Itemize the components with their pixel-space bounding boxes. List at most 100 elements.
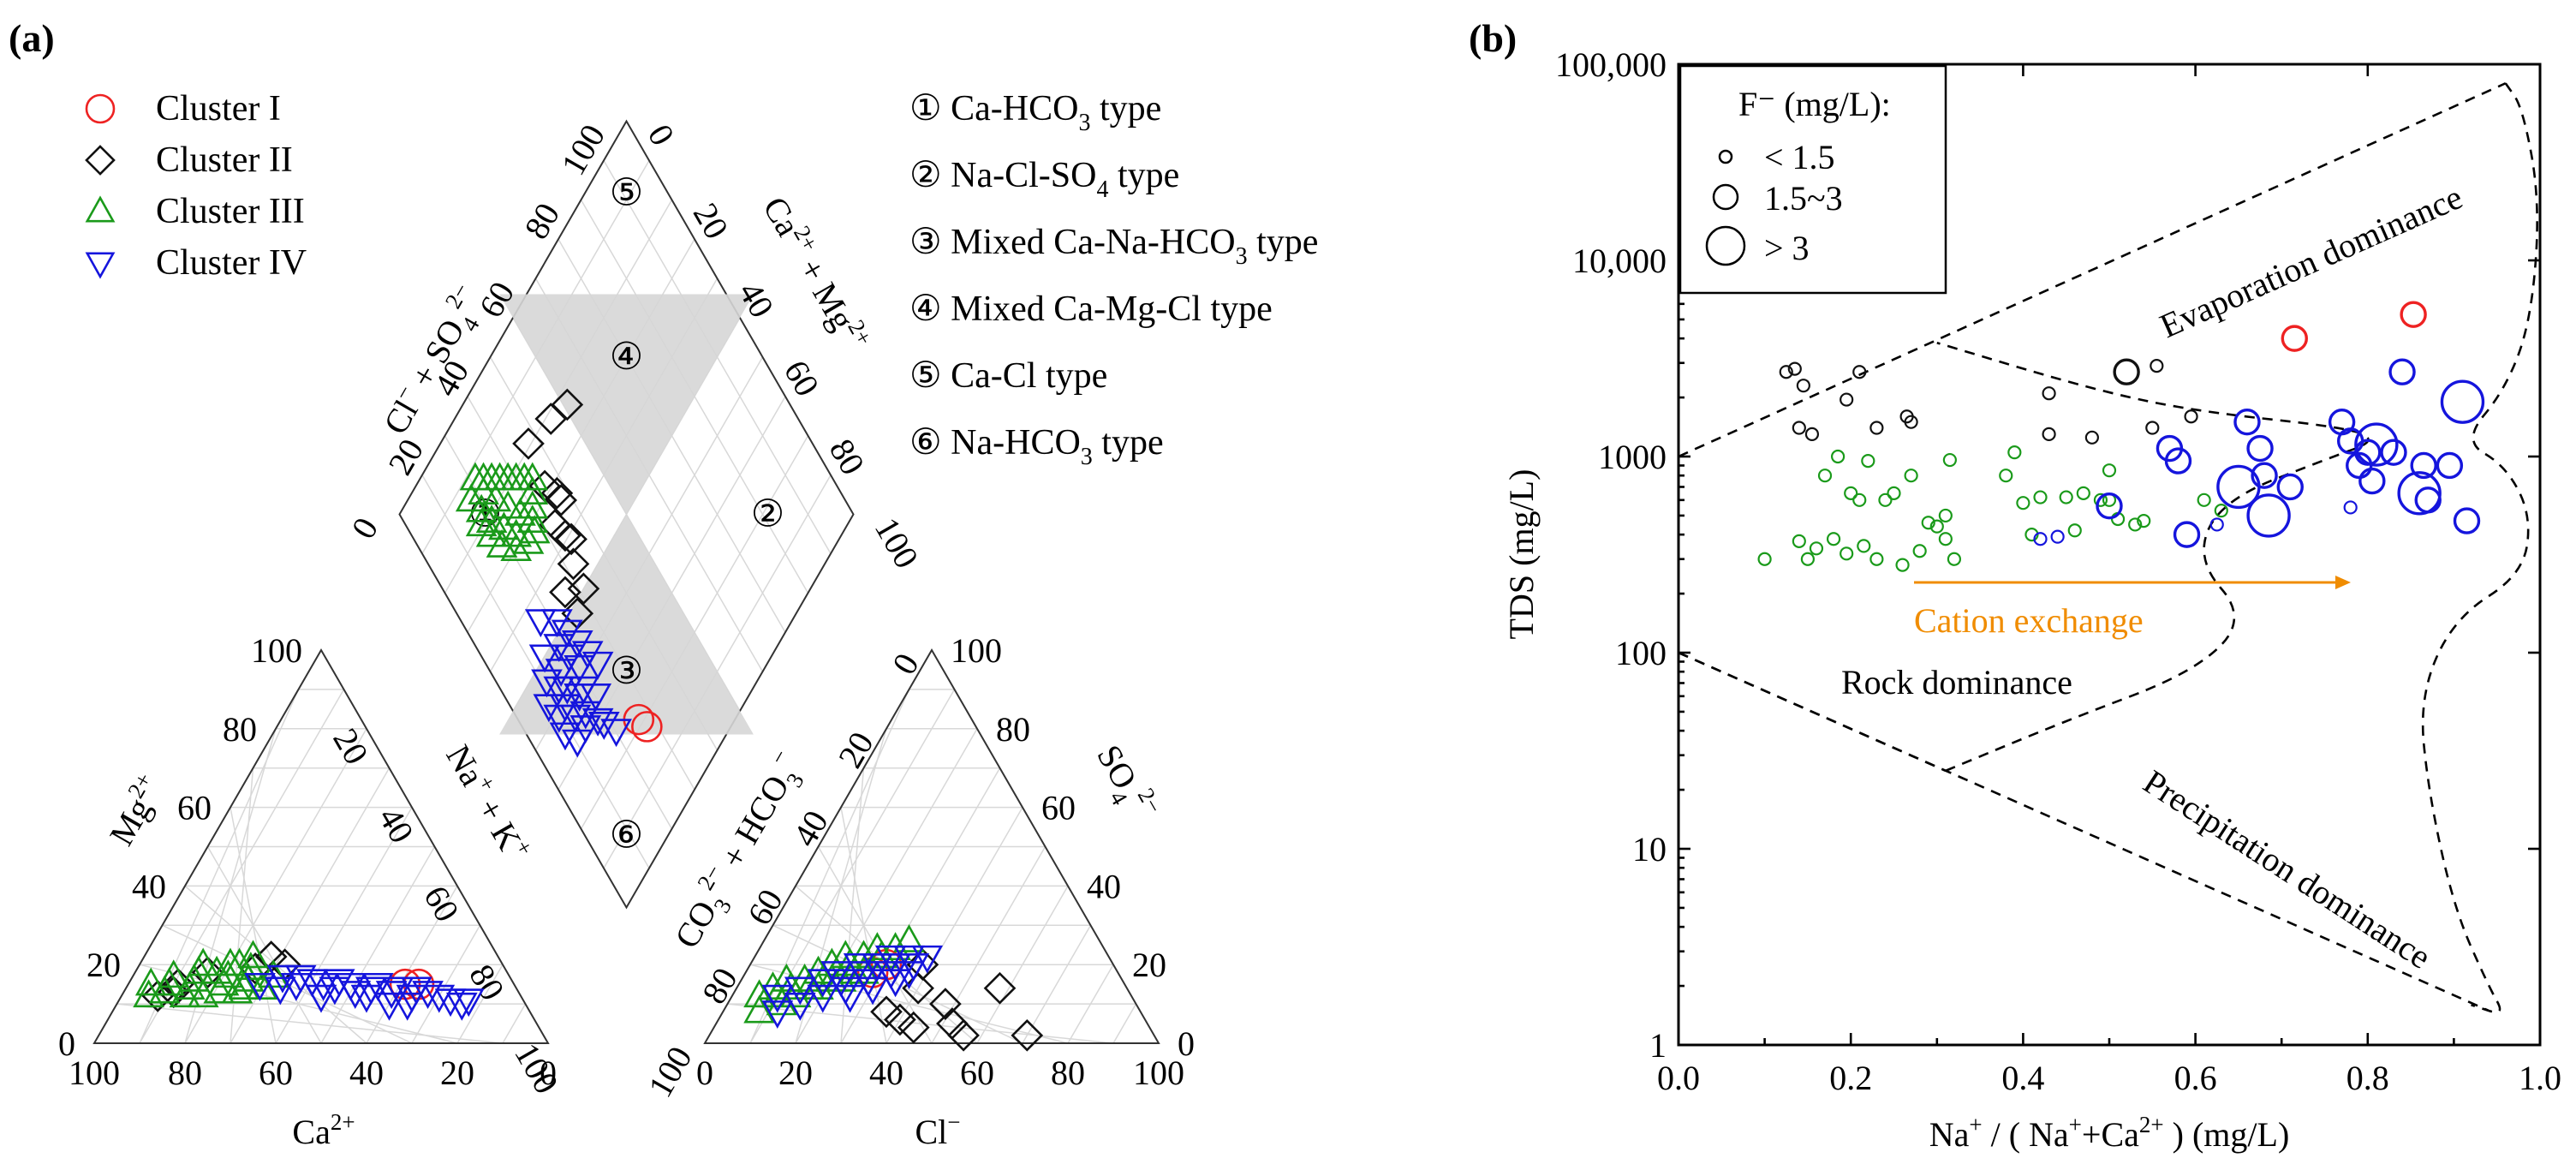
y-tick-label: 1000 — [1598, 438, 1667, 476]
y-axis-title: TDS (mg/L) — [1502, 469, 1541, 640]
water-type-item: ⑥ Na-HCO3 type — [909, 423, 1164, 470]
tick-label: 100 — [641, 1040, 700, 1103]
gibbs-point-cluster-III — [2033, 490, 2048, 504]
diamond-point-cluster-III — [504, 497, 536, 526]
diamond-point-cluster-III — [475, 504, 508, 533]
gibbs-boundary-curves — [1678, 82, 2538, 1013]
anion-point-cluster-II — [947, 1018, 980, 1052]
gibbs-point-cluster-IV — [2410, 451, 2437, 480]
gibbs-point-cluster-IV — [2050, 529, 2065, 544]
anion-point-cluster-II — [902, 971, 934, 1005]
cation-point-cluster-IV — [339, 981, 372, 1009]
panel-label-b: (b) — [1469, 16, 1517, 60]
gibbs-point-cluster-III — [1852, 492, 1867, 507]
cation-point-cluster-III — [237, 940, 269, 969]
gibbs-point-cluster-III — [1857, 539, 1871, 553]
zone-number-6: ⑥ — [610, 815, 643, 857]
diamond-point-cluster-II — [540, 476, 574, 510]
cl-axis-title: Cl− — [915, 1109, 960, 1151]
cation-point-cluster-IV — [296, 969, 328, 998]
anion-point-cluster-III — [743, 979, 775, 1008]
cation-exchange-arrow — [1914, 576, 2351, 589]
diamond-point-cluster-IV — [600, 719, 632, 748]
gibbs-point-cluster-IV — [2246, 493, 2291, 538]
cation-point-cluster-IV — [445, 992, 478, 1021]
tick-label: 100 — [69, 1054, 120, 1092]
legend-label-large: > 3 — [1764, 229, 1810, 267]
diamond-point-cluster-II — [557, 547, 590, 581]
gibbs-point-cluster-I — [2400, 301, 2427, 328]
gibbs-point-cluster-III — [1844, 486, 1858, 500]
x-tick-label: 0.4 — [2001, 1059, 2044, 1097]
gibbs-point-cluster-IV — [2033, 532, 2048, 546]
gibbs-point-cluster-III — [1800, 552, 1815, 566]
cation-point-cluster-III — [187, 979, 219, 1008]
tick-label: 60 — [740, 882, 790, 931]
diamond-point-cluster-IV — [551, 676, 583, 705]
anion-point-cluster-IV — [784, 976, 816, 1006]
gibbs-point-cluster-III — [1757, 552, 1772, 566]
diamond-point-cluster-IV — [543, 634, 575, 663]
anion-triangle-grid — [703, 648, 1160, 1044]
anion-point-cluster-IV — [911, 945, 944, 974]
gibbs-point-cluster-II — [1792, 421, 1806, 435]
gibbs-point-cluster-II — [2150, 359, 2164, 373]
cation-point-cluster-II — [141, 980, 175, 1012]
anion-point-cluster-IV — [784, 992, 816, 1021]
legend-symbol-small — [1718, 149, 1733, 164]
gibbs-point-cluster-II — [1840, 392, 1854, 407]
diamond-point-cluster-III — [468, 476, 499, 504]
diamond-point-cluster-IV — [551, 619, 583, 648]
cation-exchange-label: Cation exchange — [1914, 601, 2144, 640]
gibbs-point-cluster-II — [1804, 427, 1820, 442]
legend-item-cluster-2: Cluster II — [85, 140, 293, 180]
gibbs-point-cluster-III — [1840, 546, 1854, 561]
gibbs-point-cluster-III — [2007, 445, 2022, 460]
gibbs-point-cluster-III — [1809, 541, 1824, 556]
legend-item-cluster-4: Cluster IV — [85, 243, 307, 283]
tick-label: 80 — [996, 710, 1030, 749]
diamond-point-cluster-IV — [568, 676, 599, 705]
y-tick-label: 10 — [1632, 830, 1667, 869]
gibbs-point-cluster-III — [1878, 492, 1893, 507]
zone-number-3: ③ — [610, 650, 643, 692]
legend-label: Cluster I — [156, 89, 281, 128]
zone-number-5: ⑤ — [610, 171, 643, 213]
tick-label: 100 — [1133, 1054, 1184, 1092]
precipitation-dominance-label: Precipitation dominance — [2137, 762, 2437, 976]
right-envelope-curve — [2421, 82, 2538, 1013]
legend-title: F⁻ (mg/L): — [1738, 85, 1891, 123]
diamond-point-cluster-III — [516, 504, 549, 533]
gibbs-point-cluster-IV — [2164, 447, 2192, 475]
mg-axis-title: Mg2+ — [98, 768, 171, 852]
gibbs-point-cluster-III — [1921, 516, 1935, 530]
cation-point-cluster-III — [221, 975, 253, 1004]
gibbs-point-cluster-III — [1929, 519, 1944, 534]
diamond-point-cluster-IV — [559, 704, 592, 733]
tick-label: 80 — [1051, 1054, 1085, 1092]
diamond-point-cluster-IV — [541, 609, 573, 638]
legend-symbol-diamond — [85, 145, 116, 176]
cation-point-cluster-IV — [400, 976, 432, 1006]
diamond-point-cluster-III — [488, 511, 520, 540]
gibbs-point-cluster-IV — [2251, 462, 2278, 489]
legend-label: Cluster III — [156, 192, 305, 231]
legend-box — [1679, 64, 1947, 295]
anion-point-cluster-II — [1011, 1018, 1044, 1052]
tick-label: 60 — [1041, 789, 1076, 827]
water-type-list: ① Ca-HCO3 type ② Na-Cl-SO4 type ③ Mixed Ca… — [909, 89, 1318, 470]
legend-symbol-medium — [1712, 183, 1739, 211]
diamond-point-cluster-IV — [587, 712, 620, 740]
diamond-point-cluster-IV — [533, 694, 565, 723]
tick-label: 20 — [778, 1054, 813, 1092]
gibbs-point-cluster-IV — [2380, 439, 2407, 466]
gibbs-point-cluster-III — [1904, 469, 1918, 483]
legend-label: Cluster IV — [156, 243, 307, 283]
x-tick-label: 0.0 — [1657, 1059, 1700, 1097]
cation-point-cluster-III — [158, 959, 190, 988]
cation-point-cluster-IV — [284, 964, 317, 994]
gibbs-point-cluster-III — [1826, 532, 1841, 546]
gibbs-point-cluster-II — [1796, 379, 1810, 393]
gibbs-point-cluster-III — [2067, 523, 2082, 538]
